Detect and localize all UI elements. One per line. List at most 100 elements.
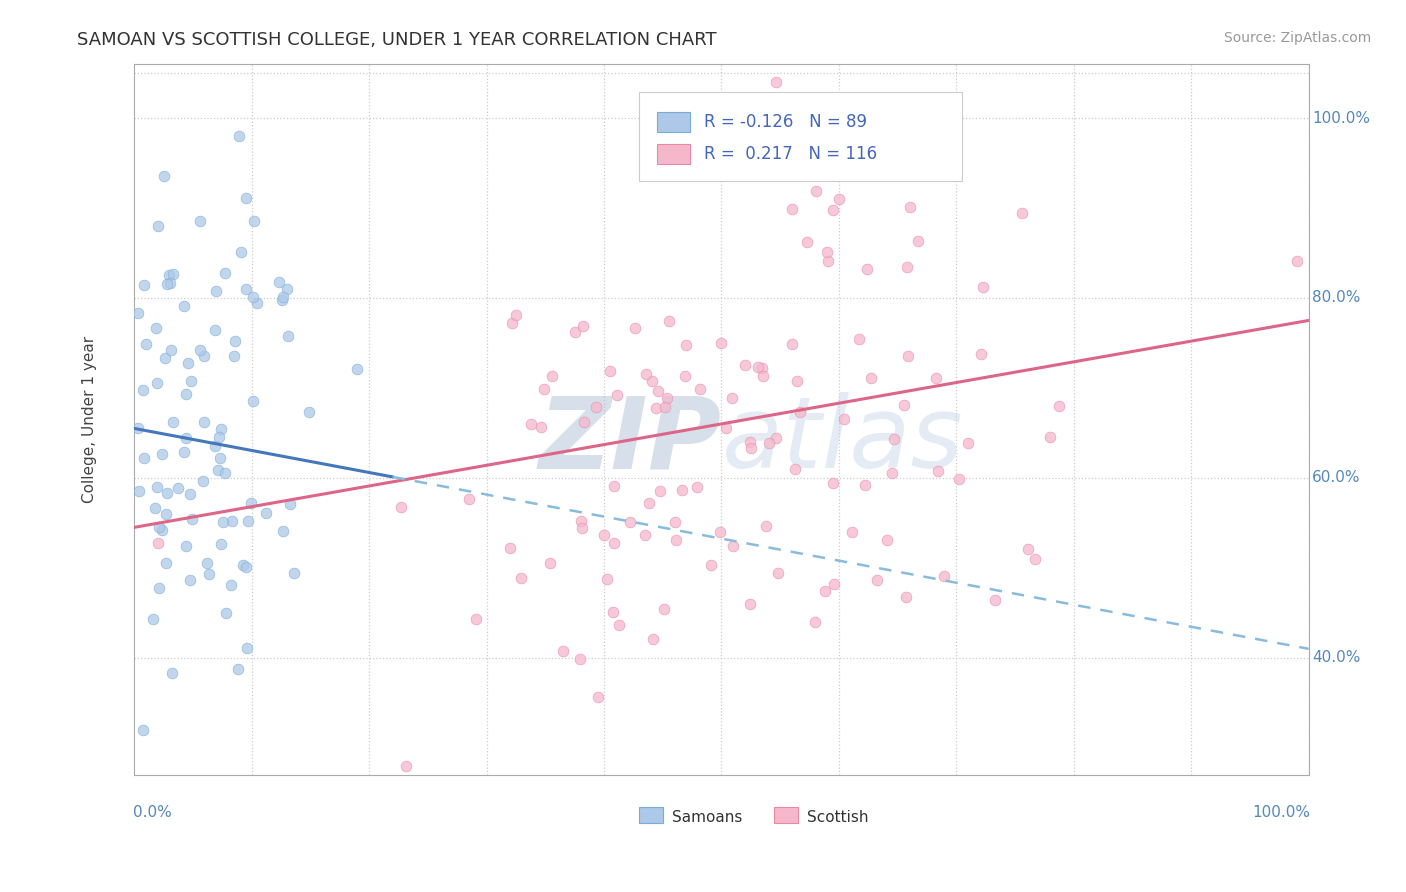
Point (152, 169, 174, 183)
Point (246, 296, 269, 310)
Point (267, 275, 290, 289)
Point (128, 484, 150, 499)
Point (848, 332, 870, 346)
Point (699, 558, 721, 572)
Point (585, 401, 607, 415)
Point (827, 192, 849, 206)
Point (204, 284, 226, 298)
Point (155, 351, 177, 365)
Point (624, 320, 647, 334)
Point (505, 308, 527, 322)
Point (207, 463, 229, 477)
Point (821, 202, 844, 217)
Point (972, 280, 994, 294)
Point (179, 487, 201, 501)
Point (498, 541, 520, 555)
Point (193, 415, 215, 429)
Point (1011, 206, 1033, 220)
FancyBboxPatch shape (657, 112, 690, 132)
Point (709, 524, 731, 539)
Point (710, 335, 733, 350)
Text: ZIP: ZIP (538, 392, 721, 489)
Point (395, 758, 418, 772)
Point (607, 618, 630, 632)
Point (758, 436, 780, 450)
Point (242, 290, 264, 304)
Point (219, 578, 242, 592)
Point (817, 254, 839, 268)
Point (738, 597, 761, 611)
Point (127, 420, 149, 434)
Point (271, 290, 294, 304)
Point (932, 569, 955, 583)
Point (174, 539, 197, 553)
Point (156, 277, 179, 291)
Text: atlas: atlas (721, 392, 963, 489)
Point (280, 497, 302, 511)
Point (150, 523, 173, 537)
Point (602, 479, 624, 493)
Point (155, 507, 177, 521)
Point (897, 349, 920, 363)
Point (551, 644, 574, 658)
Point (596, 572, 619, 586)
Point (723, 539, 745, 553)
Point (755, 519, 778, 533)
Point (198, 566, 221, 581)
Point (188, 343, 211, 357)
Point (174, 387, 197, 401)
Point (148, 520, 170, 534)
Point (156, 486, 179, 500)
Point (188, 214, 211, 228)
Point (208, 430, 231, 444)
Point (641, 374, 664, 388)
Point (173, 444, 195, 458)
Point (673, 369, 696, 384)
Point (195, 556, 218, 570)
Point (177, 356, 200, 370)
Point (1024, 551, 1046, 566)
Point (571, 319, 593, 334)
Point (160, 343, 183, 357)
Point (568, 652, 591, 666)
Point (209, 450, 232, 465)
Point (239, 496, 262, 510)
Point (276, 282, 298, 296)
Point (786, 374, 808, 388)
Point (221, 514, 243, 528)
Point (796, 235, 818, 250)
Point (236, 514, 259, 528)
Point (637, 496, 659, 510)
Point (814, 584, 837, 599)
Point (131, 383, 153, 397)
Point (173, 299, 195, 313)
Point (162, 267, 184, 281)
Point (765, 431, 787, 445)
Point (747, 360, 769, 375)
Point (925, 371, 948, 385)
Text: Samoans: Samoans (672, 810, 742, 825)
Point (564, 325, 586, 339)
Point (880, 467, 903, 481)
Text: 100.0%: 100.0% (1251, 805, 1310, 820)
Point (1039, 429, 1062, 443)
Point (145, 321, 167, 335)
Point (212, 516, 235, 530)
Text: Source: ZipAtlas.com: Source: ZipAtlas.com (1223, 31, 1371, 45)
Point (214, 266, 236, 280)
Point (538, 556, 561, 570)
Point (588, 690, 610, 704)
Point (599, 364, 621, 378)
Point (509, 571, 531, 585)
Point (655, 391, 678, 405)
Text: College, Under 1 year: College, Under 1 year (82, 336, 97, 503)
Point (634, 528, 657, 542)
Point (883, 432, 905, 446)
Point (619, 515, 641, 529)
Point (159, 277, 181, 291)
Point (160, 666, 183, 681)
Point (242, 394, 264, 409)
Point (894, 590, 917, 604)
Point (654, 400, 676, 414)
Point (346, 362, 368, 376)
